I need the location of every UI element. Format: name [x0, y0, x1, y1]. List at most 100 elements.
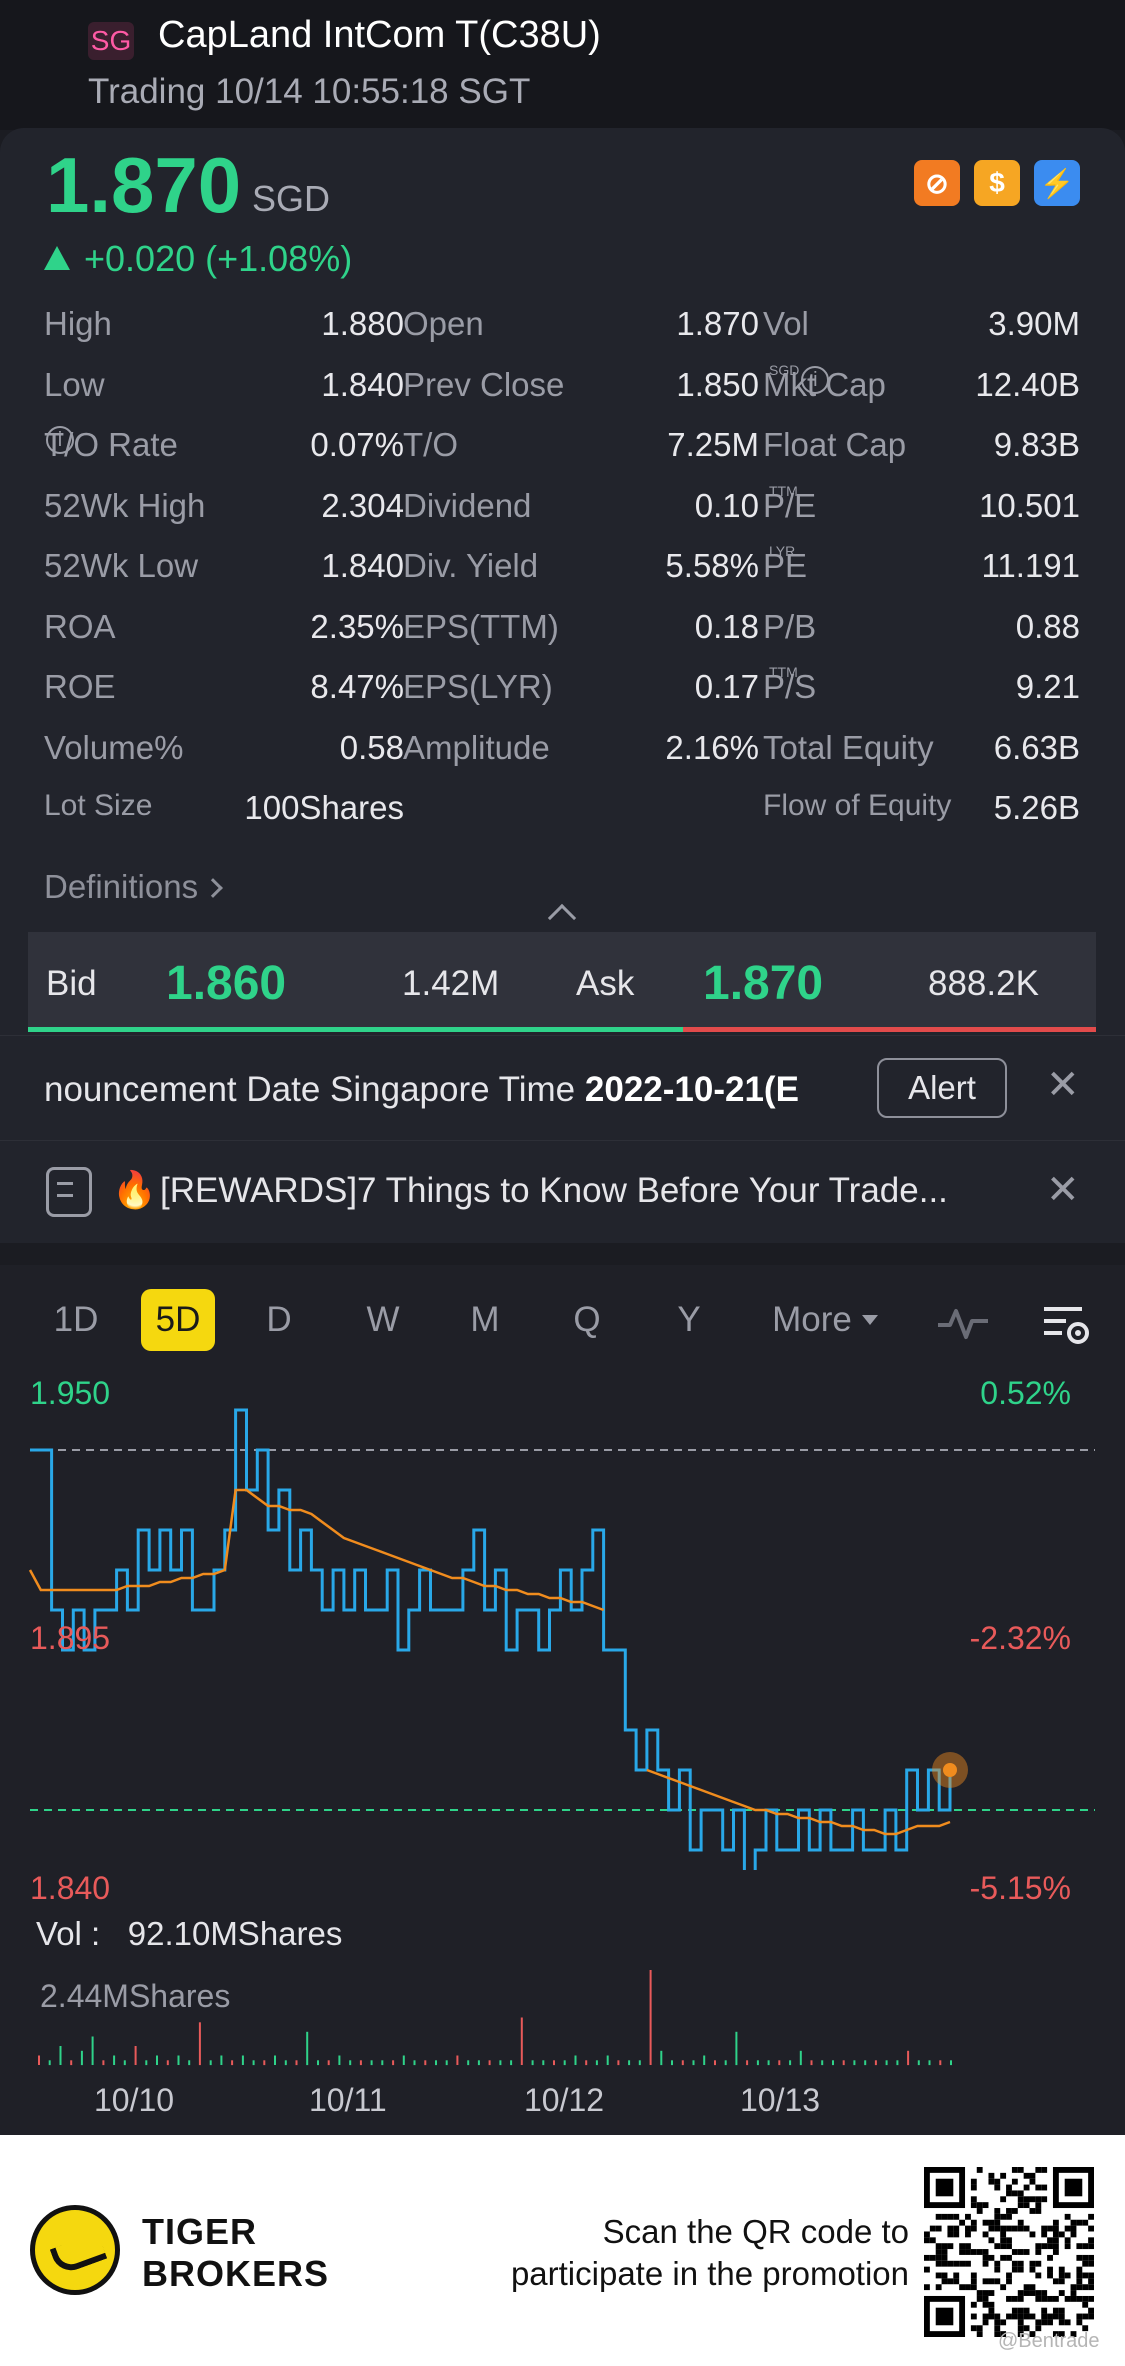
- tab-more[interactable]: More: [760, 1289, 890, 1351]
- volume-bar: [38, 2055, 40, 2065]
- stat-value: 12.40B: [975, 365, 1080, 403]
- volume-bar: [874, 2060, 877, 2066]
- stat-value: 10.501: [979, 486, 1080, 524]
- stat-value: 100Shares: [244, 789, 404, 826]
- tab-y[interactable]: Y: [677, 1300, 701, 1339]
- scan-text-line1: Scan the QR code to: [602, 2213, 909, 2250]
- tab-5d[interactable]: 5D: [141, 1289, 215, 1351]
- no-short-icon[interactable]: ⊘: [914, 160, 960, 206]
- stat-label: Low: [44, 365, 105, 403]
- volume-bar: [220, 2055, 223, 2065]
- stat-label: High: [44, 305, 112, 342]
- stat-value: 7.25M: [667, 426, 759, 463]
- up-arrow-icon: [44, 246, 70, 270]
- alert-button[interactable]: Alert: [877, 1058, 1007, 1118]
- tab-d[interactable]: D: [266, 1300, 292, 1339]
- close-icon[interactable]: ✕: [1046, 1168, 1080, 1212]
- volume-bar: [359, 2060, 362, 2066]
- lightning-icon[interactable]: ⚡: [1034, 160, 1080, 206]
- promo-banner[interactable]: 🔥 [REWARDS]7 Things to Know Before Your …: [0, 1140, 1125, 1243]
- volume-bar: [735, 2031, 738, 2066]
- tab-m[interactable]: M: [470, 1300, 500, 1339]
- market-badge: SG: [88, 22, 134, 60]
- stat-label: Amplitude: [403, 728, 550, 766]
- caret-down-icon: [861, 1315, 878, 1325]
- ask-price: 1.870: [703, 957, 824, 1010]
- ask-label: Ask: [576, 964, 635, 1003]
- volume-bar: [70, 2060, 73, 2066]
- x-tick: 10/10: [94, 2082, 175, 2118]
- stat-value: 2.304: [321, 486, 404, 524]
- announcement-text[interactable]: nouncement Date Singapore Time 2022-10-2…: [44, 1070, 864, 1110]
- volume-bar: [681, 2060, 684, 2066]
- volume-bar: [295, 2060, 298, 2066]
- qr-code[interactable]: [924, 2167, 1094, 2337]
- y-right-tick: -5.15%: [969, 1870, 1071, 1906]
- volume-bar: [327, 2060, 330, 2066]
- volume-bar: [252, 2060, 255, 2066]
- stats-row: Volume% 0.58 Amplitude 2.16% Total Equit…: [44, 729, 1084, 790]
- price-chart[interactable]: [0, 1370, 1125, 1870]
- watermark: @Bentrade: [998, 2330, 1100, 2352]
- volume-bar: [263, 2060, 266, 2066]
- info-icon[interactable]: i: [801, 365, 830, 394]
- volume-bar: [703, 2055, 706, 2065]
- announcement-prefix: nouncement Date Singapore Time: [44, 1070, 585, 1109]
- feature-icons: ⊘ $ ⚡: [914, 160, 1080, 206]
- volume-bar: [950, 2060, 952, 2066]
- volume-bar: [134, 2046, 137, 2065]
- volume-chart: [38, 1970, 952, 2066]
- average-series-line: [28, 1488, 951, 1836]
- volume-bar: [413, 2060, 416, 2066]
- volume-bar: [585, 2060, 588, 2066]
- dollar-icon[interactable]: $: [974, 160, 1020, 206]
- volume-bar: [510, 2060, 513, 2066]
- tab-w[interactable]: W: [366, 1300, 400, 1339]
- stat-value: 0.17: [694, 668, 759, 705]
- lyr-superscript: LYR: [769, 543, 796, 559]
- volume-bar: [123, 2060, 126, 2066]
- volume-bar: [939, 2060, 942, 2066]
- close-icon[interactable]: ✕: [1046, 1063, 1080, 1107]
- volume-bar: [917, 2060, 920, 2066]
- stat-value: 5.58%: [665, 547, 759, 584]
- stat-label-pe-lyr: PE LYR: [763, 543, 807, 585]
- tiger-logo-icon: [30, 2205, 120, 2295]
- volume-bar: [896, 2060, 899, 2066]
- volume-bar: [488, 2060, 491, 2066]
- stat-label: Div. Yield: [403, 547, 539, 584]
- brand-name-line2: BROKERS: [142, 2253, 330, 2294]
- stats-row: 52Wk High 2.304 Dividend 0.10 P/E TTM 10.…: [44, 483, 1084, 548]
- volume-bar: [778, 2060, 781, 2066]
- stats-row: ROE 8.47% EPS(LYR) 0.17 P/S TTM 9.21: [44, 664, 1084, 729]
- definitions-link[interactable]: Definitions: [44, 868, 223, 906]
- volume-bar: [671, 2060, 673, 2066]
- stats-row: T/O Rate i 0.07% T/O 7.25M Float Cap 9.83…: [44, 426, 1084, 487]
- stat-value: 2.35%: [310, 607, 404, 645]
- bid-ask-bar[interactable]: Bid 1.860 1.42M Ask 1.870 888.2K: [28, 932, 1096, 1032]
- volume-bar: [241, 2055, 244, 2065]
- volume-bar: [177, 2055, 180, 2065]
- header: SG CapLand IntCom T(C38U) Trading 10/14 …: [0, 0, 1125, 130]
- chart-settings-icon[interactable]: [1042, 1303, 1090, 1347]
- volume-bar: [284, 2060, 287, 2066]
- volume-bar: [209, 2060, 212, 2066]
- indicator-icon[interactable]: [936, 1305, 990, 1341]
- volume-bar: [198, 2022, 201, 2066]
- tab-1d[interactable]: 1D: [53, 1300, 99, 1339]
- price-change: +0.020 (+1.08%): [44, 238, 352, 280]
- stat-value: 1.850: [676, 365, 759, 403]
- stat-value: 3.90M: [988, 305, 1080, 342]
- volume-bar: [660, 2050, 663, 2066]
- volume-bar: [756, 2060, 759, 2066]
- volume-bar: [746, 2060, 749, 2066]
- tab-q[interactable]: Q: [573, 1300, 601, 1339]
- stats-row: Lot Size 100Shares Flow of Equity 5.26B: [44, 789, 1084, 850]
- stats-grid: High 1.880 Open 1.870 Vol 3.90M Low 1.84…: [44, 305, 1084, 850]
- volume-bar: [724, 2060, 727, 2066]
- volume-bar: [542, 2060, 545, 2066]
- volume-bar: [799, 2050, 802, 2066]
- volume-bar: [531, 2060, 534, 2066]
- volume-bar: [864, 2060, 867, 2066]
- info-icon[interactable]: i: [46, 426, 74, 454]
